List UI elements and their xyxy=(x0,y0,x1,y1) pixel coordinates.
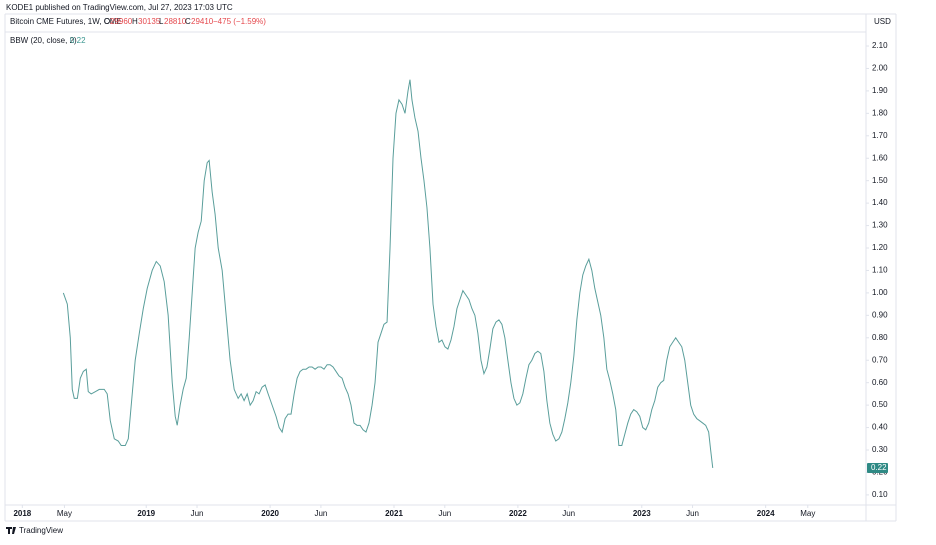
y-tick-label: 1.00 xyxy=(872,288,888,297)
x-tick-label: 2020 xyxy=(261,509,279,518)
y-tick-label: 2.10 xyxy=(872,41,888,50)
low-value: 28810 xyxy=(164,17,187,26)
currency: USD xyxy=(874,17,891,26)
brand-logo xyxy=(6,527,16,534)
close-value: 29410 xyxy=(191,17,214,26)
x-tick-label: May xyxy=(800,509,815,518)
x-tick-label: 2018 xyxy=(13,509,31,518)
x-tick-label: 2022 xyxy=(509,509,527,518)
x-tick-label: May xyxy=(57,509,72,518)
y-tick-label: 1.30 xyxy=(872,221,888,230)
x-tick-label: Jun xyxy=(562,509,575,518)
y-tick-label: 0.50 xyxy=(872,400,888,409)
x-tick-label: 2019 xyxy=(137,509,155,518)
y-tick-label: 1.60 xyxy=(872,153,888,162)
change: −475 (−1.59%) xyxy=(213,17,266,26)
indicator-legend: BBW (20, close, 2) xyxy=(10,36,77,45)
brand-name: TradingView xyxy=(19,526,63,535)
y-tick-label: 0.60 xyxy=(872,378,888,387)
y-tick-label: 1.10 xyxy=(872,266,888,275)
x-tick-label: Jun xyxy=(191,509,204,518)
symbol: Bitcoin CME Futures, 1W, CME xyxy=(10,17,122,26)
high-value: 30135 xyxy=(138,17,161,26)
y-tick-label: 2.00 xyxy=(872,64,888,73)
y-tick-label: 0.40 xyxy=(872,423,888,432)
y-tick-label: 0.80 xyxy=(872,333,888,342)
x-tick-label: Jun xyxy=(314,509,327,518)
high-label: H xyxy=(132,17,138,26)
x-tick-label: Jun xyxy=(686,509,699,518)
y-tick-label: 1.20 xyxy=(872,243,888,252)
y-tick-label: 0.30 xyxy=(872,445,888,454)
y-tick-label: 1.70 xyxy=(872,131,888,140)
y-tick-label: 0.10 xyxy=(872,490,888,499)
indicator-value: 0.22 xyxy=(70,36,86,45)
open-value: 29960 xyxy=(110,17,133,26)
y-tick-label: 1.90 xyxy=(872,86,888,95)
last-value-badge xyxy=(867,462,888,473)
y-tick-label: 0.90 xyxy=(872,310,888,319)
close-label: C xyxy=(185,17,191,26)
x-tick-label: Jun xyxy=(438,509,451,518)
y-tick-label: 1.50 xyxy=(872,176,888,185)
x-tick-label: 2021 xyxy=(385,509,403,518)
x-tick-label: 2023 xyxy=(633,509,651,518)
series-line xyxy=(62,79,714,469)
x-tick-label: 2024 xyxy=(757,509,775,518)
low-label: L xyxy=(159,17,164,26)
open-label: O xyxy=(104,17,110,26)
brand: TradingView xyxy=(6,526,63,535)
y-tick-label: 1.80 xyxy=(872,108,888,117)
published-note: KODE1 published on TradingView.com, Jul … xyxy=(6,3,233,12)
last-value-label: 0.22 xyxy=(871,463,887,472)
y-tick-label: 1.40 xyxy=(872,198,888,207)
y-tick-label: 0.70 xyxy=(872,355,888,364)
